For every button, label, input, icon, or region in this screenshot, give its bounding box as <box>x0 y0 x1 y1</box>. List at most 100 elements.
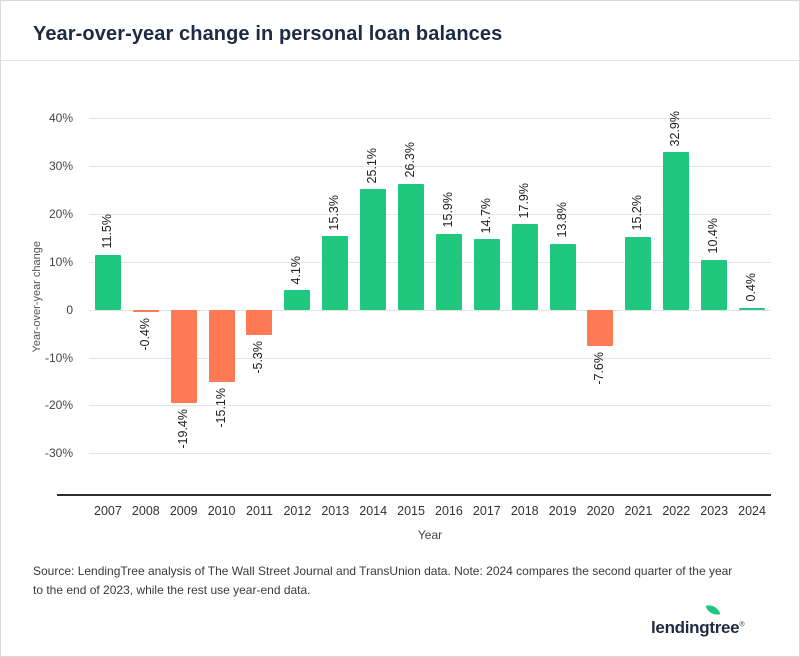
y-tick-label: 30% <box>48 159 73 174</box>
logo-text: lendingtree <box>651 618 740 637</box>
gridline <box>89 309 771 311</box>
gridline <box>89 213 771 215</box>
y-tick-label: 20% <box>48 206 73 221</box>
y-tick-label: -30% <box>44 446 73 461</box>
leaf-icon <box>705 602 721 618</box>
x-tick-label: 2008 <box>131 504 160 518</box>
bar-slot: 4.1% <box>278 99 316 494</box>
x-tick-label: 2018 <box>510 504 539 518</box>
x-tick-label: 2017 <box>472 504 501 518</box>
y-axis-labels: 40% 30% 20% 10% 0 -10% -20% -30% <box>1 99 83 494</box>
bar-2022 <box>663 152 690 310</box>
x-tick-label: 2016 <box>435 504 463 518</box>
gridline <box>89 405 771 407</box>
bar-slot: 32.9% <box>657 99 695 494</box>
source-note: Source: LendingTree analysis of The Wall… <box>33 564 733 597</box>
bar-2019 <box>549 243 576 310</box>
bar-slot: -19.4% <box>165 99 203 494</box>
bar-2020 <box>587 309 614 347</box>
bar-value-label: -7.6% <box>592 352 607 385</box>
x-tick-label: 2023 <box>700 504 729 518</box>
bar-value-label: 15.3% <box>327 194 342 231</box>
bar-slot: 13.8% <box>544 99 582 494</box>
bar-value-label: -5.3% <box>251 341 266 374</box>
chart-header: Year-over-year change in personal loan b… <box>1 1 799 61</box>
bar-slot: 25.1% <box>354 99 392 494</box>
bar-2015 <box>398 183 425 310</box>
bar-slot: -7.6% <box>582 99 620 494</box>
chart-title: Year-over-year change in personal loan b… <box>33 23 503 45</box>
x-tick-label: 2014 <box>359 504 388 518</box>
bar-2007 <box>94 254 121 310</box>
x-tick-label: 2012 <box>283 504 312 518</box>
bar-value-label: 4.1% <box>289 255 304 285</box>
bar-value-label: 11.5% <box>99 214 114 249</box>
bar-2018 <box>511 223 538 310</box>
x-tick-label: 2020 <box>586 504 615 518</box>
logo-wordmark: lendingtree® <box>651 618 744 638</box>
bar-2012 <box>284 290 311 310</box>
x-axis-labels: 2007 2008 2009 2010 2011 2012 2013 2014 2015 2016… <box>89 504 771 524</box>
bar-value-label: -19.4% <box>175 408 190 449</box>
bar-value-label: 10.4% <box>706 218 721 254</box>
bar-value-label: 15.9% <box>440 192 455 228</box>
bar-slot: 17.9% <box>506 99 544 494</box>
y-tick-label: 0 <box>66 302 73 317</box>
bar-value-label: -15.1% <box>213 387 228 428</box>
bar-value-label: 15.2% <box>630 195 645 231</box>
bar-2009 <box>170 309 197 403</box>
x-tick-label: 2009 <box>169 504 198 518</box>
bar-slot: 15.3% <box>316 99 354 494</box>
bar-2017 <box>473 239 500 310</box>
lendingtree-logo: lendingtree® <box>651 602 761 638</box>
x-tick-label: 2022 <box>662 504 691 518</box>
gridline <box>89 453 771 455</box>
registered-mark: ® <box>739 621 745 629</box>
plot-area: 11.5% -0.4% -19.4% -15.1% -5.3% 4.1% 15.3% 25.1… <box>89 99 771 494</box>
bar-slot: -0.4% <box>127 99 165 494</box>
y-tick-label: 10% <box>48 254 73 269</box>
x-tick-label: 2021 <box>624 504 653 518</box>
bar-slot: -5.3% <box>241 99 279 494</box>
x-tick-label: 2013 <box>321 504 350 518</box>
bar-2008 <box>132 309 159 312</box>
x-tick-label: 2019 <box>548 504 577 518</box>
bar-value-label: 26.3% <box>403 142 418 178</box>
bar-slot: 15.9% <box>430 99 468 494</box>
bar-2013 <box>322 236 349 310</box>
bar-value-label: 25.1% <box>365 148 380 184</box>
chart: Year-over-year change 40% 30% 20% 10% 0 -10% -… <box>1 61 799 548</box>
bar-value-label: 17.9% <box>516 182 531 218</box>
gridline <box>89 118 771 120</box>
bar-slot: 10.4% <box>695 99 733 494</box>
y-tick-label: 40% <box>48 111 73 126</box>
x-tick-label: 2010 <box>207 504 236 518</box>
x-axis-title: Year <box>417 528 443 542</box>
bar-2021 <box>625 236 652 310</box>
gridline <box>89 261 771 263</box>
y-tick-label: -20% <box>44 398 73 413</box>
bar-2014 <box>360 189 387 310</box>
bar-value-label: 14.7% <box>478 197 493 234</box>
bar-slot: 15.2% <box>619 99 657 494</box>
gridline <box>89 166 771 168</box>
bar-value-label: 32.9% <box>668 110 683 147</box>
bar-value-label: 0.4% <box>744 273 759 302</box>
bar-slot: 11.5% <box>89 99 127 494</box>
x-tick-label: 2011 <box>246 504 273 518</box>
x-axis-line <box>57 494 771 496</box>
bar-slot: 26.3% <box>392 99 430 494</box>
x-tick-label: 2007 <box>94 504 122 518</box>
bar-slot: 14.7% <box>468 99 506 494</box>
x-tick-label: 2024 <box>738 504 766 518</box>
bar-2024 <box>739 307 766 310</box>
bar-slot: 0.4% <box>733 99 771 494</box>
bar-2023 <box>701 259 728 310</box>
gridline <box>89 357 771 359</box>
bar-2011 <box>246 309 273 336</box>
bar-slot: -15.1% <box>203 99 241 494</box>
bar-value-label: -0.4% <box>137 317 152 351</box>
bar-2016 <box>435 233 462 310</box>
bar-2010 <box>208 309 235 382</box>
